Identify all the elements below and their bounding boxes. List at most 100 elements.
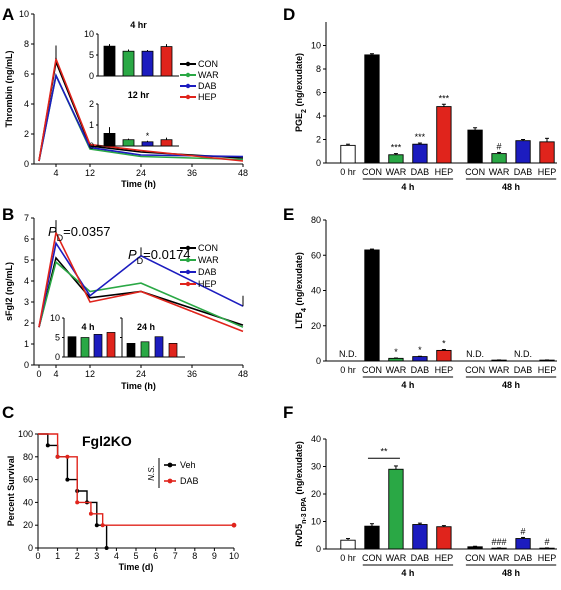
b-ytick-label: 2 bbox=[24, 318, 29, 328]
f-xtick-label-2: WAR bbox=[386, 553, 407, 563]
f-bar-0 bbox=[340, 539, 356, 550]
c-legend-marker-dab bbox=[167, 478, 173, 484]
a-xtick-label: 24 bbox=[136, 168, 146, 178]
d-ytick-label: 0 bbox=[316, 158, 321, 168]
e-bar-1 bbox=[364, 249, 380, 362]
b-inset-ytick-label: 10 bbox=[50, 313, 60, 323]
e-ytick-label: 40 bbox=[311, 286, 321, 296]
e-ytick-label: 0 bbox=[316, 356, 321, 366]
c-ytick-label: 0 bbox=[28, 543, 33, 553]
e-sig-2: * bbox=[394, 347, 398, 357]
c-ytick-label: 20 bbox=[23, 520, 33, 530]
c-xtick-label: 1 bbox=[55, 551, 60, 561]
d-bar-4 bbox=[436, 106, 452, 164]
a-inset-ytick-label: 2 bbox=[89, 99, 94, 109]
f-ytick-label: 40 bbox=[311, 434, 321, 444]
panel-label-c: C bbox=[2, 403, 14, 422]
b-legend-label-con: CON bbox=[198, 243, 218, 253]
f-group-label-1: 48 h bbox=[502, 568, 520, 578]
a-inset-bar-con bbox=[103, 45, 116, 77]
d-group-label-0: 4 h bbox=[401, 182, 414, 192]
d-xtick-label-6: WAR bbox=[489, 167, 510, 177]
a-ytick-label: 8 bbox=[24, 39, 29, 49]
c-xtick-label: 8 bbox=[192, 551, 197, 561]
c-point-dab bbox=[65, 454, 70, 459]
d-xtick-label-7: DAB bbox=[514, 167, 533, 177]
e-bar-3 bbox=[412, 356, 428, 362]
f-bar-5 bbox=[467, 546, 483, 550]
b-inset-24h-bar-con bbox=[126, 343, 136, 358]
a-inset-ytick-label: 5 bbox=[89, 50, 94, 60]
d-xtick-label-8: HEP bbox=[538, 167, 557, 177]
e-xtick-label-2: WAR bbox=[386, 365, 407, 375]
b-legend-label-war: WAR bbox=[198, 255, 219, 265]
panel-c-chart: 0 20 40 60 80 100 0 1 2 3 4 5 6 7 8 9 10 Time (d) Percent … bbox=[6, 429, 239, 572]
c-xtick-label: 7 bbox=[173, 551, 178, 561]
a-ytick-label: 4 bbox=[24, 99, 29, 109]
a-inset-title: 4 hr bbox=[130, 20, 147, 30]
f-sig-bracket-label: ** bbox=[380, 446, 388, 456]
a-inset-bar-war bbox=[122, 50, 135, 77]
f-bar-2 bbox=[388, 468, 404, 550]
b-inset-4h-bar-dab bbox=[93, 334, 103, 358]
a-x-axis-title: Time (h) bbox=[121, 179, 156, 189]
f-xtick-label-3: DAB bbox=[411, 553, 430, 563]
b-annotation-pd-24h: PD=0.0174 bbox=[128, 247, 191, 266]
f-sig-7: # bbox=[521, 526, 526, 536]
a-xtick-label: 12 bbox=[85, 168, 95, 178]
b-inset-24h-bar-dab bbox=[154, 336, 164, 358]
d-bar-0 bbox=[340, 144, 356, 164]
c-series-line-veh bbox=[38, 433, 108, 548]
d-xtick-label-1: CON bbox=[362, 167, 382, 177]
b-xtick-label: 4 bbox=[53, 369, 58, 379]
c-ytick-label: 80 bbox=[23, 452, 33, 462]
f-bar-7 bbox=[515, 538, 531, 550]
c-point-veh bbox=[104, 546, 109, 550]
d-bar-6 bbox=[491, 153, 507, 164]
panel-label-b: B bbox=[2, 205, 14, 224]
e-nd-7: N.D. bbox=[514, 349, 532, 359]
panel-label-a: A bbox=[2, 5, 14, 24]
b-ytick-label: 4 bbox=[24, 276, 29, 286]
a-inset-bar-dab bbox=[141, 50, 154, 77]
e-xtick-label-3: DAB bbox=[411, 365, 430, 375]
d-bar-3 bbox=[412, 143, 428, 164]
e-xtick-label-8: HEP bbox=[538, 365, 557, 375]
b-series-line-hep bbox=[38, 230, 244, 333]
f-y-axis-title: RvD5n-3 DPA (ng/exudate) bbox=[294, 441, 308, 547]
a-xtick-label: 36 bbox=[187, 168, 197, 178]
b-inset-24h-bar-war bbox=[140, 341, 150, 358]
a-series-line-dab bbox=[38, 72, 244, 162]
c-ytick-label: 100 bbox=[18, 429, 33, 439]
d-xtick-label-3: DAB bbox=[411, 167, 430, 177]
a-legend-label-con: CON bbox=[198, 59, 218, 69]
d-bar-2 bbox=[388, 154, 404, 164]
b-series-line-dab bbox=[38, 241, 244, 328]
d-y-axis-title: PGE2 (ng/exudate) bbox=[294, 53, 308, 132]
b-inset-4h-bar-con bbox=[67, 336, 77, 358]
a-legend-marker-con bbox=[185, 61, 191, 67]
c-xtick-label: 5 bbox=[133, 551, 138, 561]
c-chart-title: Fgl2KO bbox=[82, 433, 132, 449]
a-inset-bar-hep bbox=[160, 46, 173, 77]
b-legend-marker-con bbox=[185, 245, 191, 251]
panel-e-chart: 0 20 40 60 80 LTB4 (ng/exudate) 0 hr N.D. CON WAR… bbox=[294, 215, 557, 390]
b-ytick-label: 6 bbox=[24, 234, 29, 244]
b-inset-4h-bar-hep bbox=[106, 332, 116, 358]
c-point-dab bbox=[100, 523, 105, 528]
f-ytick-label: 0 bbox=[316, 544, 321, 554]
b-legend-label-dab: DAB bbox=[198, 267, 217, 277]
f-xtick-label-0: 0 hr bbox=[340, 553, 356, 563]
a-inset-bar-hep bbox=[160, 139, 173, 147]
a-ytick-label: 2 bbox=[24, 129, 29, 139]
e-group-label-0: 4 h bbox=[401, 380, 414, 390]
a-inset-sig: * bbox=[146, 131, 150, 141]
d-bar-8 bbox=[539, 141, 555, 164]
d-xtick-label-2: WAR bbox=[386, 167, 407, 177]
b-ytick-label: 5 bbox=[24, 255, 29, 265]
panel-label-f: F bbox=[283, 403, 293, 422]
c-xtick-label: 10 bbox=[229, 551, 239, 561]
f-bar-1 bbox=[364, 525, 380, 550]
